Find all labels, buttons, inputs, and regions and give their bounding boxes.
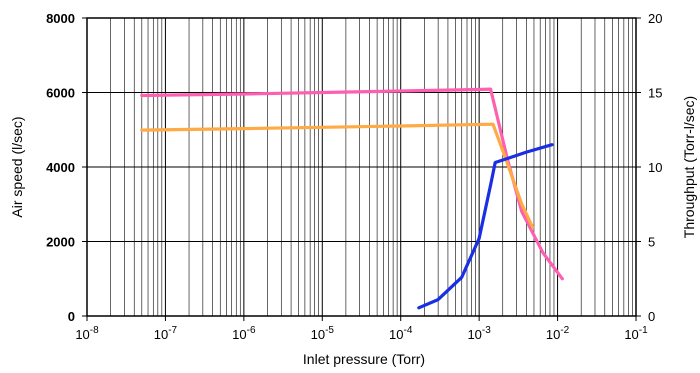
x-tick-label: 10-6 <box>232 325 256 342</box>
y-tick-label: 4000 <box>46 160 75 175</box>
series-line-3 <box>417 143 554 310</box>
y-axis-ticks: 0 2000 4000 6000 8000 <box>46 11 87 324</box>
y2-axis-label: Throughput (Torr-l/sec) <box>681 96 697 238</box>
y-tick-label: 6000 <box>46 86 75 101</box>
series-line-1 <box>140 87 564 281</box>
x-tick-label: 10-3 <box>467 325 491 342</box>
x-axis-label: Inlet pressure (Torr) <box>303 351 425 367</box>
y2-tick-label: 10 <box>648 160 662 175</box>
series-layer <box>140 87 564 310</box>
x-tick-label: 10-4 <box>389 325 413 342</box>
y2-tick-label: 5 <box>648 235 655 250</box>
x-axis-ticks: 10-8 10-7 10-6 10-5 10-4 10-3 10-2 10-1 <box>75 316 648 342</box>
y-axis-label: Air speed (l/sec) <box>9 116 25 217</box>
x-tick-label: 10-8 <box>75 325 99 342</box>
x-tick-label: 10-7 <box>154 325 178 342</box>
y2-tick-label: 20 <box>648 11 662 26</box>
x-tick-label: 10-1 <box>624 325 648 342</box>
series-line-2 <box>140 122 535 229</box>
y-tick-label: 2000 <box>46 235 75 250</box>
grid-major <box>87 18 636 316</box>
y2-tick-label: 0 <box>648 309 655 324</box>
y2-tick-label: 15 <box>648 86 662 101</box>
y2-axis-ticks: 0 5 10 15 20 <box>636 11 662 324</box>
x-tick-label: 10-2 <box>546 325 570 342</box>
y-tick-label: 0 <box>68 309 75 324</box>
x-tick-label: 10-5 <box>311 325 335 342</box>
y-tick-label: 8000 <box>46 11 75 26</box>
